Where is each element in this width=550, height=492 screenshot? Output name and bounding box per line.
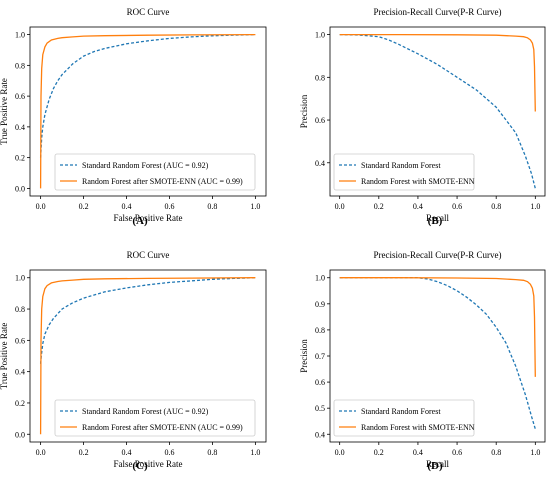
panel-label: (A) xyxy=(132,215,148,227)
legend-box xyxy=(54,153,256,191)
x-tick-label: 0.2 xyxy=(79,202,89,211)
y-tick-label: 0.2 xyxy=(15,399,25,408)
y-tick-label: 0.8 xyxy=(315,326,325,335)
chart-title: Precision-Recall Curve(P-R Curve) xyxy=(374,250,502,260)
y-tick-label: 0.6 xyxy=(15,92,25,101)
y-tick-label: 0.6 xyxy=(315,116,325,125)
x-axis-label: False Positive Rate xyxy=(114,213,183,223)
x-axis-label: False Positive Rate xyxy=(114,459,183,469)
legend: Standard Random Forest (AUC = 0.92) Rando… xyxy=(54,399,256,437)
legend-entry: Random Forest after SMOTE-ENN (AUC = 0.9… xyxy=(82,423,243,432)
x-tick-label: 0.0 xyxy=(335,202,345,211)
y-tick-label: 0.0 xyxy=(15,184,25,193)
legend-box xyxy=(333,399,475,437)
series-line-standard xyxy=(339,33,536,189)
series-line-standard xyxy=(339,277,536,430)
series-line-smote-enn xyxy=(39,277,256,435)
x-tick-label: 0.6 xyxy=(452,202,462,211)
x-tick-label: 0.8 xyxy=(207,202,217,211)
legend-entry: Standard Random Forest xyxy=(361,161,441,170)
x-tick-label: 0.6 xyxy=(164,448,174,457)
y-tick-label: 0.4 xyxy=(15,123,25,132)
axes-frame xyxy=(329,26,546,197)
legend-box xyxy=(54,399,256,437)
y-tick-label: 1.0 xyxy=(15,274,25,283)
chart-title: ROC Curve xyxy=(127,250,170,260)
y-tick-label: 1.0 xyxy=(15,31,25,40)
x-tick-label: 0.0 xyxy=(335,448,345,457)
legend-box xyxy=(333,153,475,191)
series-line-standard xyxy=(39,33,256,158)
y-tick-label: 0.8 xyxy=(315,73,325,82)
x-tick-label: 0.8 xyxy=(207,448,217,457)
y-axis-label: True Positive Rate xyxy=(0,78,9,145)
x-tick-label: 0.4 xyxy=(122,448,132,457)
legend-entry: Random Forest with SMOTE-ENN xyxy=(361,177,475,186)
y-tick-label: 0.4 xyxy=(15,368,25,377)
chart-title: Precision-Recall Curve(P-R Curve) xyxy=(374,7,502,17)
x-axis-label: Recall xyxy=(426,459,449,469)
y-tick-label: 0.8 xyxy=(15,305,25,314)
y-tick-label: 0.7 xyxy=(315,352,325,361)
x-tick-label: 0.4 xyxy=(413,448,423,457)
x-axis-label: Recall xyxy=(426,213,449,223)
x-tick-label: 1.0 xyxy=(250,448,260,457)
series-line-smote-enn xyxy=(39,33,256,189)
y-tick-label: 1.0 xyxy=(315,274,325,283)
y-tick-label: 1.0 xyxy=(315,31,325,40)
x-tick-label: 1.0 xyxy=(250,202,260,211)
x-tick-label: 0.0 xyxy=(36,448,46,457)
x-tick-label: 0.6 xyxy=(164,202,174,211)
x-tick-label: 1.0 xyxy=(530,202,540,211)
legend-entry: Random Forest with SMOTE-ENN xyxy=(361,423,475,432)
y-tick-label: 0.6 xyxy=(315,378,325,387)
panel-label: (C) xyxy=(132,460,148,472)
x-tick-label: 0.8 xyxy=(491,448,501,457)
x-tick-label: 0.8 xyxy=(491,202,501,211)
x-tick-label: 0.2 xyxy=(374,202,384,211)
y-tick-label: 0.4 xyxy=(315,430,325,439)
legend: Standard Random Forest Random Forest with… xyxy=(333,399,475,437)
y-tick-label: 0.8 xyxy=(15,61,25,70)
x-tick-label: 0.2 xyxy=(79,448,89,457)
y-axis-label: True Positive Rate xyxy=(0,323,9,390)
legend: Standard Random Forest (AUC = 0.92) Rando… xyxy=(54,153,256,191)
y-tick-label: 0.2 xyxy=(15,154,25,163)
axes-frame xyxy=(29,26,267,197)
x-tick-label: 0.2 xyxy=(374,448,384,457)
chart-panel-4: Precision-Recall Curve(P-R Curve) 0.0 0.2 0… xyxy=(299,250,546,472)
panel-label: (D) xyxy=(427,460,443,472)
series-line-smote-enn xyxy=(339,33,536,112)
series-line-smote-enn xyxy=(339,277,536,377)
x-tick-label: 0.4 xyxy=(122,202,132,211)
y-tick-label: 0.5 xyxy=(315,404,325,413)
chart-title: ROC Curve xyxy=(127,7,170,17)
x-tick-label: 0.0 xyxy=(36,202,46,211)
y-tick-label: 0.9 xyxy=(315,300,325,309)
y-axis-label: Precision xyxy=(299,94,309,128)
chart-panel-1: ROC Curve 0.0 0.2 0.4 0.6 0.8 1.0 0.0 0.2 0.4 0.6 0… xyxy=(0,7,267,227)
x-tick-label: 1.0 xyxy=(530,448,540,457)
x-tick-label: 0.6 xyxy=(452,448,462,457)
x-tick-label: 0.4 xyxy=(413,202,423,211)
legend-entry: Standard Random Forest (AUC = 0.92) xyxy=(82,161,209,170)
chart-panel-2: Precision-Recall Curve(P-R Curve) 0.0 0.2 0… xyxy=(299,7,546,227)
legend-entry: Standard Random Forest xyxy=(361,407,441,416)
panel-label: (B) xyxy=(428,215,443,227)
y-tick-label: 0.0 xyxy=(15,430,25,439)
legend: Standard Random Forest Random Forest with… xyxy=(333,153,475,191)
chart-panel-3: ROC Curve 0.0 0.2 0.4 0.6 0.8 1.0 0.0 0.2 0.4 0.6 0… xyxy=(0,250,267,472)
series-line-standard xyxy=(39,277,256,364)
legend-entry: Standard Random Forest (AUC = 0.92) xyxy=(82,407,209,416)
legend-entry: Random Forest after SMOTE-ENN (AUC = 0.9… xyxy=(82,177,243,186)
y-tick-label: 0.6 xyxy=(15,336,25,345)
y-axis-label: Precision xyxy=(299,339,309,373)
y-tick-label: 0.4 xyxy=(315,159,325,168)
axes-frame xyxy=(29,269,267,443)
